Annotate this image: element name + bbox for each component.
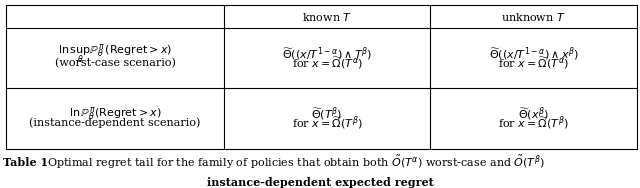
Text: $\ln \mathbb{P}^{\pi}_{\theta}(\mathrm{Regret} > x)$: $\ln \mathbb{P}^{\pi}_{\theta}(\mathrm{R… xyxy=(69,105,161,122)
Text: instance-dependent expected regret: instance-dependent expected regret xyxy=(207,177,433,188)
Text: (worst-case scenario): (worst-case scenario) xyxy=(54,58,175,68)
Text: Table 1: Table 1 xyxy=(3,157,49,168)
Text: $\widetilde{\Theta}((x/T^{1-\alpha}) \wedge T^{\beta})$: $\widetilde{\Theta}((x/T^{1-\alpha}) \we… xyxy=(282,45,372,62)
Text: for $x = \widetilde{\Omega}(T^{\alpha})$: for $x = \widetilde{\Omega}(T^{\alpha})$ xyxy=(292,55,363,71)
Text: $\ln \sup_{\theta} \mathbb{P}^{\pi}_{\theta}(\mathrm{Regret} > x)$: $\ln \sup_{\theta} \mathbb{P}^{\pi}_{\th… xyxy=(58,42,172,66)
Text: for $x = \widetilde{\Omega}(T^{\alpha})$: for $x = \widetilde{\Omega}(T^{\alpha})$ xyxy=(498,55,569,71)
Text: for $x = \widetilde{\Omega}(T^{\beta})$: for $x = \widetilde{\Omega}(T^{\beta})$ xyxy=(498,115,569,131)
Text: for $x = \widetilde{\Omega}(T^{\beta})$: for $x = \widetilde{\Omega}(T^{\beta})$ xyxy=(292,115,363,131)
Text: $\widetilde{\Theta}((x/T^{1-\alpha}) \wedge x^{\beta})$: $\widetilde{\Theta}((x/T^{1-\alpha}) \we… xyxy=(488,45,579,62)
Text: $\widetilde{\Theta}(x^{\beta})$: $\widetilde{\Theta}(x^{\beta})$ xyxy=(518,105,549,122)
Text: known $T$: known $T$ xyxy=(302,11,352,23)
Text: (instance-dependent scenario): (instance-dependent scenario) xyxy=(29,118,201,128)
Text: $\widetilde{\Theta}(T^{\beta})$: $\widetilde{\Theta}(T^{\beta})$ xyxy=(312,105,343,122)
Text: Optimal regret tail for the family of policies that obtain both $\tilde{O}(T^{\a: Optimal regret tail for the family of po… xyxy=(47,154,545,171)
Text: unknown $T$: unknown $T$ xyxy=(501,11,566,23)
